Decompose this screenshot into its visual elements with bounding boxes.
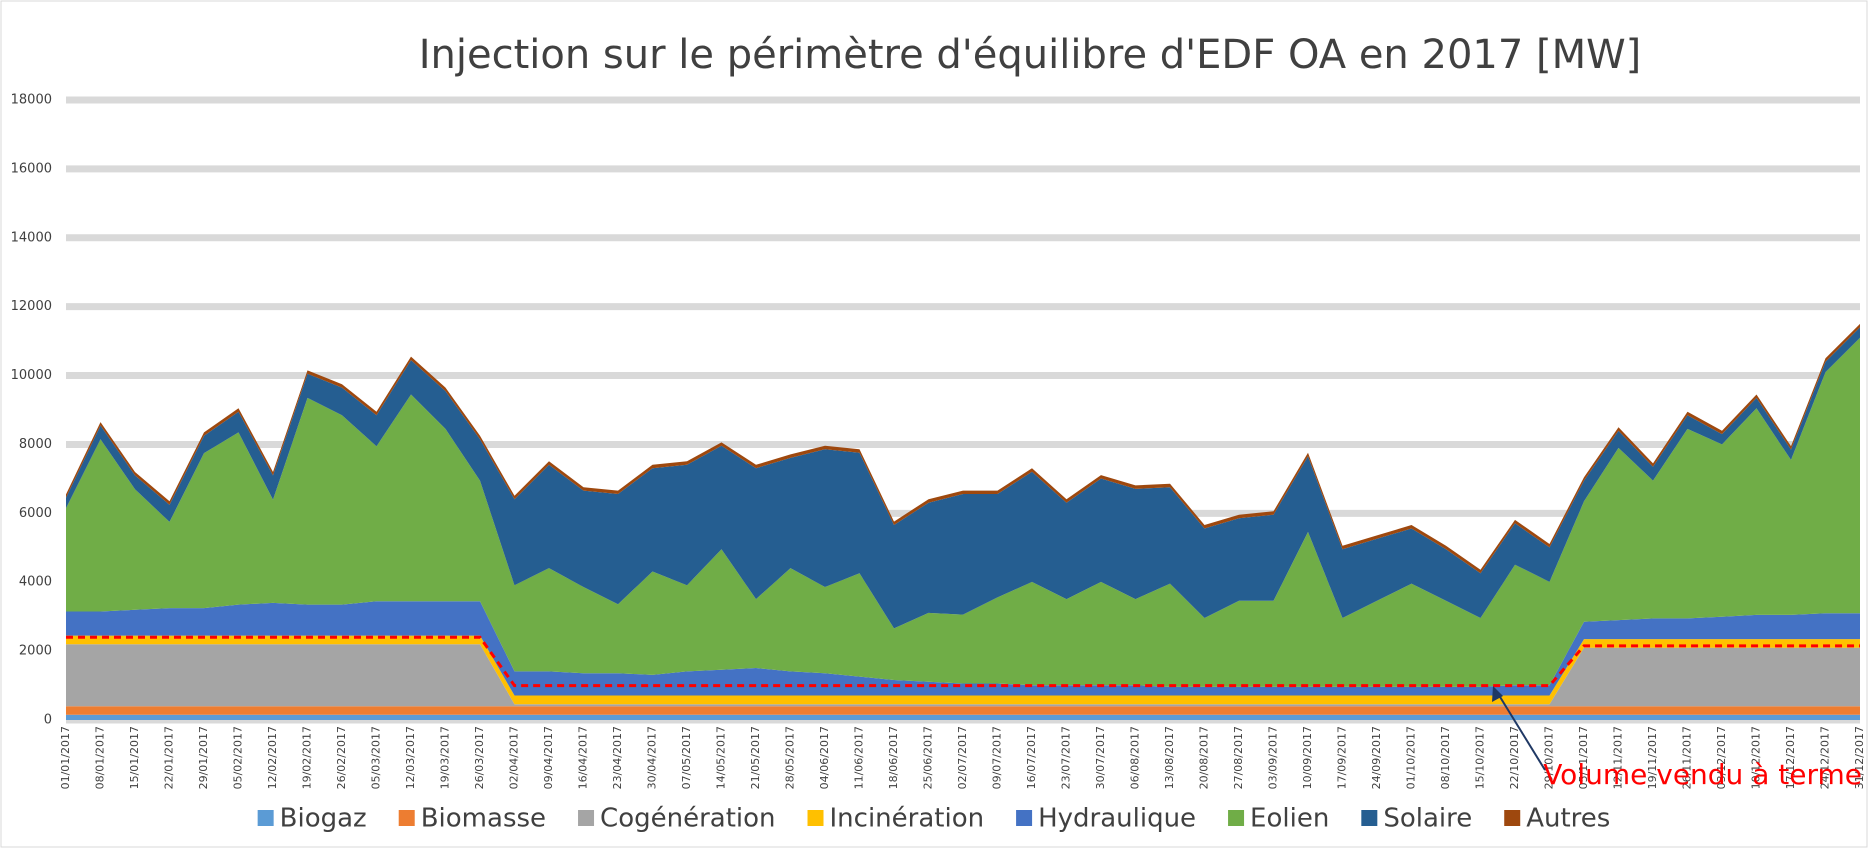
y-tick-label: 4000 — [19, 575, 52, 590]
area — [66, 327, 1860, 629]
x-tick-label: 12/03/2017 — [404, 726, 417, 789]
legend-swatch — [1016, 810, 1033, 826]
legend-label: Incinération — [830, 804, 985, 834]
area — [66, 337, 1860, 687]
y-tick-label: 14000 — [11, 230, 52, 245]
x-tick-label: 05/11/2017 — [1577, 726, 1590, 789]
x-tick-label: 08/01/2017 — [94, 726, 107, 789]
x-tick-label: 30/04/2017 — [646, 726, 659, 789]
x-tick-label: 14/05/2017 — [715, 726, 728, 789]
x-tick-label: 16/07/2017 — [1025, 726, 1038, 789]
x-tick-label: 28/05/2017 — [784, 726, 797, 789]
x-tick-label: 01/10/2017 — [1405, 726, 1418, 789]
legend-label: Cogénération — [600, 804, 775, 834]
legend-swatch — [1504, 810, 1521, 826]
y-tick-label: 10000 — [11, 368, 52, 383]
x-tick-label: 19/11/2017 — [1646, 726, 1659, 789]
area — [66, 601, 1860, 696]
x-tick-label: 26/02/2017 — [335, 726, 348, 789]
x-tick-label: 13/08/2017 — [1163, 726, 1176, 789]
forward-volume-line — [66, 635, 1860, 688]
x-tick-label: 06/08/2017 — [1129, 726, 1142, 789]
x-tick-label: 04/06/2017 — [818, 726, 831, 789]
x-tick-label: 29/10/2017 — [1543, 726, 1556, 789]
x-tick-label: 09/07/2017 — [991, 726, 1004, 789]
area — [66, 644, 1860, 707]
legend-swatch — [398, 810, 415, 826]
x-tick-label: 12/02/2017 — [266, 726, 279, 789]
y-tick-label: 12000 — [11, 299, 52, 314]
x-tick-label: 05/03/2017 — [370, 726, 383, 789]
x-tick-label: 08/10/2017 — [1439, 726, 1452, 789]
legend-label: Eolien — [1250, 804, 1329, 834]
legend: Biogaz Biomasse Cogénération Incinération Hy… — [257, 804, 1610, 834]
legend-label: Solaire — [1383, 804, 1472, 834]
x-tick-label: 29/01/2017 — [197, 726, 210, 789]
x-tick-label: 22/01/2017 — [163, 726, 176, 789]
annotation-arrowhead — [1492, 686, 1503, 702]
x-tick-label: 20/08/2017 — [1198, 726, 1211, 789]
legend-swatch — [578, 810, 595, 826]
x-tick-label: 19/03/2017 — [439, 726, 452, 789]
y-tick-label: 8000 — [19, 437, 52, 452]
x-tick-label: 26/03/2017 — [473, 726, 486, 789]
x-tick-label: 30/07/2017 — [1094, 726, 1107, 789]
legend-swatch — [807, 810, 824, 826]
y-tick-label: 18000 — [11, 93, 52, 108]
x-tick-label: 03/12/2017 — [1715, 726, 1728, 789]
legend-label: Biogaz — [280, 804, 367, 834]
legend-swatch — [1228, 810, 1245, 826]
x-tick-label: 23/04/2017 — [611, 726, 624, 789]
x-tick-label: 19/02/2017 — [301, 726, 314, 789]
x-tick-label: 23/07/2017 — [1060, 726, 1073, 789]
x-tick-label: 03/09/2017 — [1267, 726, 1280, 789]
x-tick-label: 02/07/2017 — [956, 726, 969, 789]
x-tick-label: 22/10/2017 — [1508, 726, 1521, 789]
x-tick-label: 02/04/2017 — [508, 726, 521, 789]
x-tick-label: 24/12/2017 — [1819, 726, 1832, 789]
chart-title: Injection sur le périmètre d'équilibre d… — [419, 32, 1642, 78]
x-tick-label: 07/05/2017 — [680, 726, 693, 789]
y-tick-label: 16000 — [11, 161, 52, 176]
legend-swatch — [257, 810, 274, 826]
y-tick-label: 0 — [44, 713, 52, 728]
annotation: Volume vendu à terme — [1543, 758, 1862, 791]
x-tick-label: 17/09/2017 — [1336, 726, 1349, 789]
y-tick-label: 6000 — [19, 506, 52, 521]
x-tick-label: 31/12/2017 — [1853, 726, 1866, 789]
area — [66, 714, 1860, 720]
legend-swatch — [1361, 810, 1378, 826]
x-tick-label: 25/06/2017 — [922, 726, 935, 789]
x-tick-label: 27/08/2017 — [1232, 726, 1245, 789]
x-tick-label: 18/06/2017 — [887, 726, 900, 789]
x-tick-label: 12/11/2017 — [1612, 726, 1625, 789]
x-tick-label: 01/01/2017 — [59, 726, 72, 789]
x-tick-label: 26/11/2017 — [1681, 726, 1694, 789]
x-tick-label: 21/05/2017 — [749, 726, 762, 789]
area — [66, 635, 1860, 705]
y-tick-label: 2000 — [19, 644, 52, 659]
x-tick-label: 15/10/2017 — [1474, 726, 1487, 789]
x-tick-label: 10/12/2017 — [1750, 726, 1763, 789]
legend-label: Autres — [1526, 804, 1610, 834]
x-tick-label: 05/02/2017 — [232, 726, 245, 789]
x-tick-label: 24/09/2017 — [1370, 726, 1383, 789]
annotation-arrow — [1496, 691, 1546, 771]
x-tick-label: 10/09/2017 — [1301, 726, 1314, 789]
x-tick-label: 17/12/2017 — [1784, 726, 1797, 789]
x-tick-label: 09/04/2017 — [542, 726, 555, 789]
x-tick-label: 15/01/2017 — [128, 726, 141, 789]
x-tick-label: 11/06/2017 — [853, 726, 866, 789]
legend-label: Biomasse — [421, 804, 546, 834]
area — [66, 706, 1860, 715]
x-tick-label: 16/04/2017 — [577, 726, 590, 789]
legend-label: Hydraulique — [1038, 804, 1196, 834]
